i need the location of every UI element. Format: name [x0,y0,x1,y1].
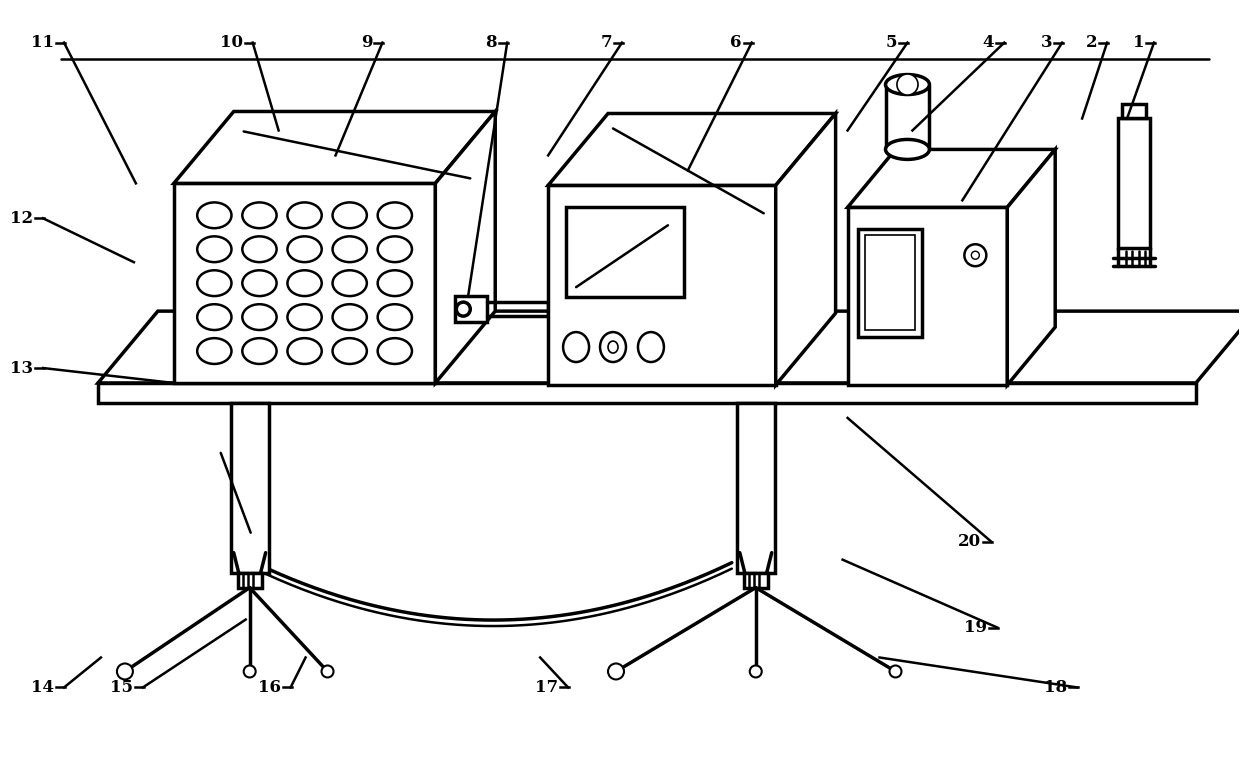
Text: 9: 9 [361,34,372,51]
Text: 1: 1 [1132,34,1145,51]
Ellipse shape [242,202,277,228]
Bar [98,383,1195,403]
Bar [1122,103,1146,119]
Bar [174,183,435,383]
Ellipse shape [885,74,930,94]
Bar [848,207,1007,385]
Ellipse shape [378,304,412,330]
Text: 4: 4 [983,34,994,51]
Ellipse shape [378,338,412,364]
Text: 17: 17 [534,679,558,696]
Text: 6: 6 [730,34,742,51]
Ellipse shape [288,338,321,364]
Text: 19: 19 [965,619,987,636]
Ellipse shape [332,271,367,296]
Circle shape [608,663,624,679]
Bar [548,185,776,385]
Ellipse shape [242,338,277,364]
Ellipse shape [332,338,367,364]
Ellipse shape [637,332,663,362]
Circle shape [321,666,334,677]
Polygon shape [548,113,836,185]
Circle shape [117,663,133,679]
Ellipse shape [197,271,232,296]
Ellipse shape [600,332,626,362]
Ellipse shape [378,202,412,228]
Ellipse shape [288,236,321,262]
Bar [567,207,684,297]
Text: 13: 13 [10,359,33,376]
Polygon shape [848,150,1055,207]
Text: 20: 20 [959,534,981,550]
Circle shape [897,74,918,95]
Polygon shape [98,311,1240,383]
Ellipse shape [378,236,412,262]
Bar [238,572,262,587]
Ellipse shape [332,304,367,330]
Text: 16: 16 [258,679,280,696]
Bar [744,572,768,587]
Text: 12: 12 [10,210,33,226]
Bar [858,230,923,337]
Ellipse shape [563,332,589,362]
Text: 8: 8 [486,34,497,51]
Ellipse shape [608,341,618,353]
Text: 2: 2 [1085,34,1097,51]
Bar [737,403,775,572]
Ellipse shape [242,304,277,330]
Ellipse shape [197,202,232,228]
Text: 18: 18 [1044,679,1068,696]
Ellipse shape [332,202,367,228]
Circle shape [244,666,255,677]
Ellipse shape [332,236,367,262]
Polygon shape [435,112,495,383]
Text: 15: 15 [110,679,133,696]
Text: 14: 14 [31,679,55,696]
Bar [864,236,915,330]
Polygon shape [776,113,836,385]
Bar [231,403,269,572]
Text: 11: 11 [31,34,55,51]
Text: 5: 5 [887,34,898,51]
Text: 3: 3 [1040,34,1053,51]
Ellipse shape [288,202,321,228]
Polygon shape [174,112,495,183]
Ellipse shape [378,271,412,296]
Polygon shape [1007,150,1055,385]
Ellipse shape [197,304,232,330]
Text: 10: 10 [219,34,243,51]
Ellipse shape [197,236,232,262]
Ellipse shape [288,304,321,330]
Circle shape [971,252,980,259]
Ellipse shape [242,236,277,262]
Circle shape [889,666,901,677]
Text: 7: 7 [600,34,613,51]
Circle shape [965,244,986,266]
Circle shape [750,666,761,677]
Ellipse shape [242,271,277,296]
Ellipse shape [885,139,930,160]
Bar [1118,119,1149,249]
Circle shape [456,302,470,316]
Ellipse shape [288,271,321,296]
Ellipse shape [197,338,232,364]
Bar [455,296,487,322]
